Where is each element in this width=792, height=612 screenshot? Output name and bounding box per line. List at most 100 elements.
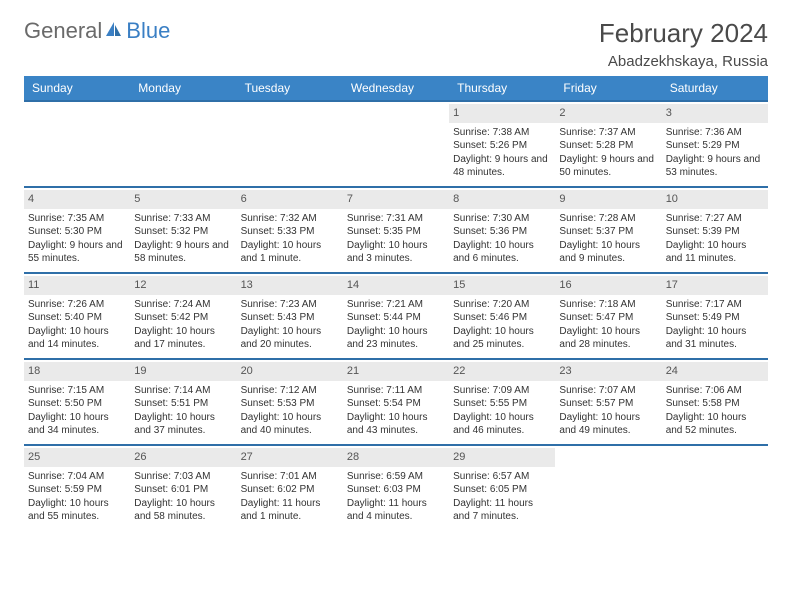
day-header-cell: Saturday bbox=[662, 76, 768, 100]
daylight-text: Daylight: 9 hours and 50 minutes. bbox=[559, 153, 657, 180]
day-cell: 22Sunrise: 7:09 AMSunset: 5:55 PMDayligh… bbox=[449, 360, 555, 444]
day-number: 25 bbox=[24, 448, 130, 467]
daylight-text: Daylight: 10 hours and 20 minutes. bbox=[241, 325, 339, 352]
day-cell: 12Sunrise: 7:24 AMSunset: 5:42 PMDayligh… bbox=[130, 274, 236, 358]
daylight-text: Daylight: 10 hours and 9 minutes. bbox=[559, 239, 657, 266]
sunset-text: Sunset: 6:01 PM bbox=[134, 483, 232, 497]
sunrise-text: Sunrise: 7:11 AM bbox=[347, 384, 445, 398]
day-cell: 5 Sunrise: 7:33 AMSunset: 5:32 PMDaylight… bbox=[130, 188, 236, 272]
daylight-text: Daylight: 10 hours and 34 minutes. bbox=[28, 411, 126, 438]
page-subtitle: Abadzekhskaya, Russia bbox=[599, 53, 768, 70]
day-cell: 27Sunrise: 7:01 AMSunset: 6:02 PMDayligh… bbox=[237, 446, 343, 530]
daylight-text: Daylight: 10 hours and 52 minutes. bbox=[666, 411, 764, 438]
week-row: 11 Sunrise: 7:26 AMSunset: 5:40 PM Dayligh… bbox=[24, 272, 768, 358]
sunset-text: Sunset: 5:32 PM bbox=[134, 225, 232, 239]
day-number: 12 bbox=[130, 276, 236, 295]
day-number: 28 bbox=[343, 448, 449, 467]
sail-icon bbox=[104, 18, 124, 44]
day-header-cell: Tuesday bbox=[237, 76, 343, 100]
sunrise-text: Sunrise: 7:09 AM bbox=[453, 384, 551, 398]
sunrise-text: Sunrise: 7:14 AM bbox=[134, 384, 232, 398]
day-cell: 2Sunrise: 7:37 AMSunset: 5:28 PMDaylight… bbox=[555, 102, 661, 186]
day-cell: 23Sunrise: 7:07 AMSunset: 5:57 PMDayligh… bbox=[555, 360, 661, 444]
sunset-text: Sunset: 5:47 PM bbox=[559, 311, 657, 325]
day-number: 10 bbox=[662, 190, 768, 209]
day-cell: 29Sunrise: 6:57 AMSunset: 6:05 PMDayligh… bbox=[449, 446, 555, 530]
day-number: 18 bbox=[24, 362, 130, 381]
day-number: 26 bbox=[130, 448, 236, 467]
day-number: 3 bbox=[662, 104, 768, 123]
day-number: 17 bbox=[662, 276, 768, 295]
sunset-text: Sunset: 5:49 PM bbox=[666, 311, 764, 325]
sunset-text: Sunset: 5:28 PM bbox=[559, 139, 657, 153]
sunset-text: Sunset: 5:39 PM bbox=[666, 225, 764, 239]
day-header-row: SundayMondayTuesdayWednesdayThursdayFrid… bbox=[24, 76, 768, 100]
day-cell: 20Sunrise: 7:12 AMSunset: 5:53 PMDayligh… bbox=[237, 360, 343, 444]
sunset-text: Sunset: 5:37 PM bbox=[559, 225, 657, 239]
sunrise-text: Sunrise: 7:12 AM bbox=[241, 384, 339, 398]
day-number: 16 bbox=[555, 276, 661, 295]
day-cell: 24Sunrise: 7:06 AMSunset: 5:58 PMDayligh… bbox=[662, 360, 768, 444]
sunset-text: Sunset: 5:53 PM bbox=[241, 397, 339, 411]
daylight-text: Daylight: 10 hours and 17 minutes. bbox=[134, 325, 232, 352]
sunrise-text: Sunrise: 7:32 AM bbox=[241, 212, 339, 226]
week-row: 18Sunrise: 7:15 AMSunset: 5:50 PMDayligh… bbox=[24, 358, 768, 444]
day-cell: 6Sunrise: 7:32 AMSunset: 5:33 PMDaylight… bbox=[237, 188, 343, 272]
day-number: 21 bbox=[343, 362, 449, 381]
day-cell: 25Sunrise: 7:04 AMSunset: 5:59 PMDayligh… bbox=[24, 446, 130, 530]
sunset-text: Sunset: 5:35 PM bbox=[347, 225, 445, 239]
day-cell: 21Sunrise: 7:11 AMSunset: 5:54 PMDayligh… bbox=[343, 360, 449, 444]
day-number: 24 bbox=[662, 362, 768, 381]
daylight-text: Daylight: 9 hours and 58 minutes. bbox=[134, 239, 232, 266]
day-number: 13 bbox=[237, 276, 343, 295]
daylight-text: Daylight: 10 hours and 40 minutes. bbox=[241, 411, 339, 438]
sunrise-text: Sunrise: 6:57 AM bbox=[453, 470, 551, 484]
sunset-text: Sunset: 5:55 PM bbox=[453, 397, 551, 411]
day-number: 9 bbox=[555, 190, 661, 209]
day-cell: 13 Sunrise: 7:23 AMSunset: 5:43 PMDayligh… bbox=[237, 274, 343, 358]
day-cell: 4Sunrise: 7:35 AMSunset: 5:30 PMDaylight… bbox=[24, 188, 130, 272]
day-number: 2 bbox=[555, 104, 661, 123]
day-cell: 19Sunrise: 7:14 AMSunset: 5:51 PMDayligh… bbox=[130, 360, 236, 444]
day-cell: 10Sunrise: 7:27 AMSunset: 5:39 PMDayligh… bbox=[662, 188, 768, 272]
sunrise-text: Sunrise: 7:33 AM bbox=[134, 212, 232, 226]
day-header-cell: Friday bbox=[555, 76, 661, 100]
daylight-text: Daylight: 10 hours and 28 minutes. bbox=[559, 325, 657, 352]
day-number: 7 bbox=[343, 190, 449, 209]
daylight-text: Daylight: 9 hours and 53 minutes. bbox=[666, 153, 764, 180]
sunrise-text: Sunrise: 7:18 AM bbox=[559, 298, 657, 312]
day-cell bbox=[343, 102, 449, 186]
sunrise-text: Sunrise: 7:20 AM bbox=[453, 298, 551, 312]
day-cell bbox=[130, 102, 236, 186]
page-header: General Blue February 2024 Abadzekhskaya… bbox=[24, 18, 768, 70]
sunset-text: Sunset: 5:33 PM bbox=[241, 225, 339, 239]
sunrise-text: Sunrise: 7:30 AM bbox=[453, 212, 551, 226]
week-row: 25Sunrise: 7:04 AMSunset: 5:59 PMDayligh… bbox=[24, 444, 768, 530]
sunrise-text: Sunrise: 7:21 AM bbox=[347, 298, 445, 312]
sunset-text: Sunset: 5:44 PM bbox=[347, 311, 445, 325]
day-header-cell: Monday bbox=[130, 76, 236, 100]
day-cell: 14Sunrise: 7:21 AMSunset: 5:44 PMDayligh… bbox=[343, 274, 449, 358]
day-cell: 26Sunrise: 7:03 AMSunset: 6:01 PMDayligh… bbox=[130, 446, 236, 530]
sunset-text: Sunset: 5:26 PM bbox=[453, 139, 551, 153]
day-cell: 8Sunrise: 7:30 AMSunset: 5:36 PMDaylight… bbox=[449, 188, 555, 272]
sunset-text: Sunset: 5:46 PM bbox=[453, 311, 551, 325]
day-cell bbox=[237, 102, 343, 186]
sunrise-text: Sunrise: 7:26 AM bbox=[28, 298, 126, 312]
day-number: 8 bbox=[449, 190, 555, 209]
sunset-text: Sunset: 5:43 PM bbox=[241, 311, 339, 325]
day-cell bbox=[662, 446, 768, 530]
sunrise-text: Sunrise: 7:15 AM bbox=[28, 384, 126, 398]
day-header-cell: Thursday bbox=[449, 76, 555, 100]
daylight-text: Daylight: 10 hours and 46 minutes. bbox=[453, 411, 551, 438]
sunset-text: Sunset: 5:40 PM bbox=[28, 311, 126, 325]
day-number: 11 bbox=[24, 276, 130, 295]
day-number: 5 bbox=[130, 190, 236, 209]
daylight-text: Daylight: 11 hours and 1 minute. bbox=[241, 497, 339, 524]
sunrise-text: Sunrise: 7:23 AM bbox=[241, 298, 339, 312]
sunrise-text: Sunrise: 7:27 AM bbox=[666, 212, 764, 226]
sunset-text: Sunset: 6:02 PM bbox=[241, 483, 339, 497]
title-block: February 2024 Abadzekhskaya, Russia bbox=[599, 18, 768, 70]
sunrise-text: Sunrise: 7:01 AM bbox=[241, 470, 339, 484]
daylight-text: Daylight: 10 hours and 49 minutes. bbox=[559, 411, 657, 438]
